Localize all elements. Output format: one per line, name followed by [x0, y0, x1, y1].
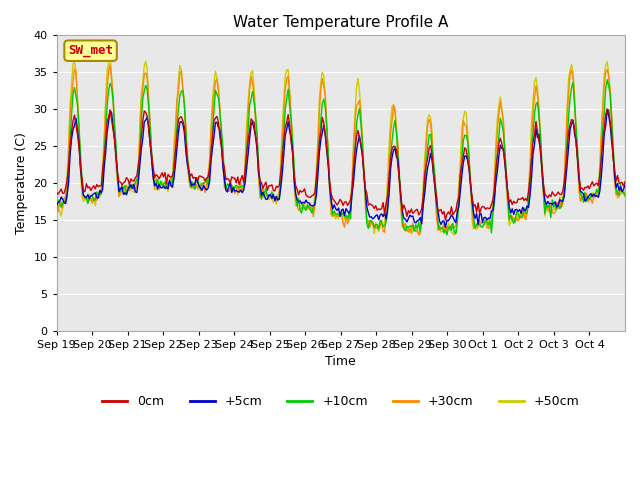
Y-axis label: Temperature (C): Temperature (C)	[15, 132, 28, 234]
Legend: 0cm, +5cm, +10cm, +30cm, +50cm: 0cm, +5cm, +10cm, +30cm, +50cm	[97, 390, 584, 413]
X-axis label: Time: Time	[326, 355, 356, 369]
Text: SW_met: SW_met	[68, 44, 113, 57]
Title: Water Temperature Profile A: Water Temperature Profile A	[233, 15, 449, 30]
